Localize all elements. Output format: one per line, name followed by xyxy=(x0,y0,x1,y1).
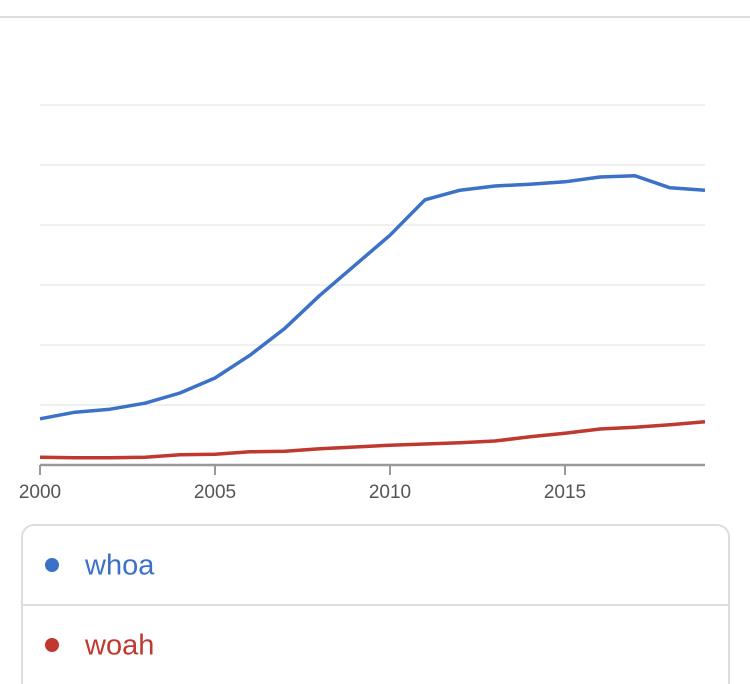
legend-marker xyxy=(45,558,59,572)
x-tick-label: 2005 xyxy=(194,482,236,503)
x-tick-label: 2015 xyxy=(544,482,586,503)
legend: whoa woah xyxy=(45,550,155,662)
legend-label: woah xyxy=(84,630,154,662)
x-tick-label: 2000 xyxy=(19,482,61,503)
x-tick-label: 2010 xyxy=(369,482,411,503)
plot-area: 2000 2005 2010 2015 xyxy=(19,104,706,503)
legend-box xyxy=(21,524,730,684)
series-line xyxy=(39,174,706,421)
legend-label: whoa xyxy=(84,550,155,582)
series-line xyxy=(39,420,706,460)
legend-marker xyxy=(45,638,59,652)
